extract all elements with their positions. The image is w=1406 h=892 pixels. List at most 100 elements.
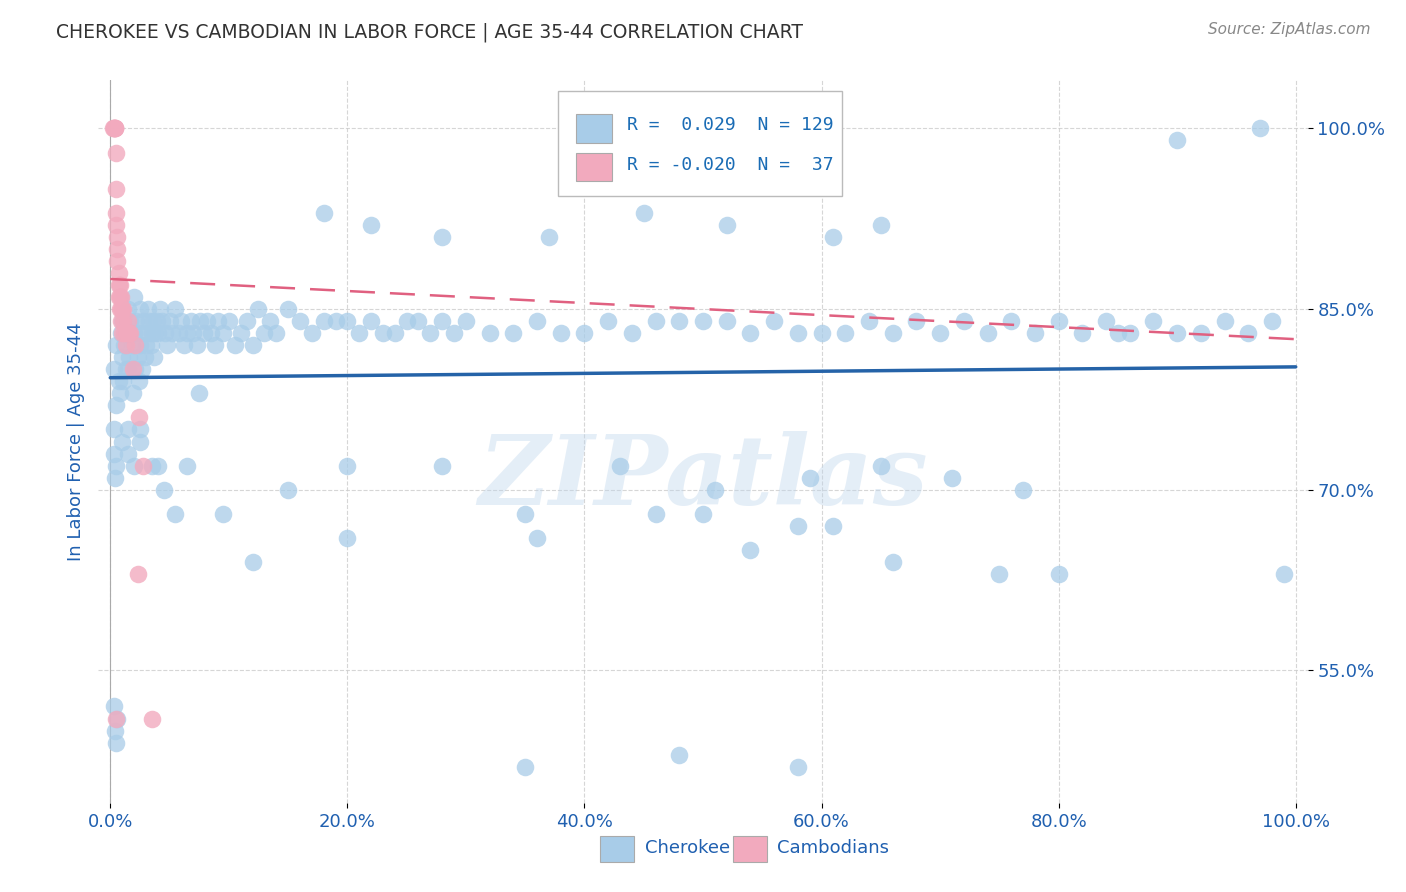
- Point: [384, 326, 406, 341]
- Point: [118, 326, 141, 341]
- Point: [200, 326, 222, 341]
- Point: [1213, 314, 1236, 328]
- Point: [105, 712, 128, 726]
- Point: [692, 507, 714, 521]
- Point: [1142, 314, 1164, 328]
- Point: [135, 338, 157, 352]
- Point: [740, 542, 762, 557]
- Point: [740, 326, 762, 341]
- Point: [799, 471, 821, 485]
- Point: [952, 314, 974, 328]
- Point: [167, 326, 190, 341]
- Point: [574, 326, 596, 341]
- Point: [128, 375, 150, 389]
- FancyBboxPatch shape: [600, 836, 634, 862]
- Point: [312, 205, 335, 219]
- Point: [105, 205, 128, 219]
- Point: [716, 218, 738, 232]
- Point: [104, 471, 127, 485]
- Point: [103, 121, 125, 136]
- Point: [108, 278, 131, 293]
- Point: [347, 326, 370, 341]
- Point: [253, 326, 276, 341]
- Point: [1166, 326, 1188, 341]
- Point: [312, 314, 335, 328]
- Point: [207, 314, 229, 328]
- Point: [763, 314, 786, 328]
- Point: [117, 447, 139, 461]
- Point: [1047, 567, 1070, 582]
- Point: [110, 326, 132, 341]
- Point: [515, 507, 537, 521]
- Point: [107, 375, 129, 389]
- Point: [176, 458, 198, 473]
- Point: [633, 205, 655, 219]
- Point: [141, 458, 163, 473]
- Point: [181, 326, 204, 341]
- Point: [128, 410, 150, 425]
- Point: [432, 458, 454, 473]
- Point: [117, 423, 139, 437]
- Text: ZIPatlas: ZIPatlas: [478, 431, 928, 524]
- Point: [104, 121, 127, 136]
- Point: [108, 290, 131, 304]
- Point: [432, 230, 454, 244]
- Point: [124, 362, 146, 376]
- Point: [111, 301, 134, 317]
- Point: [188, 386, 211, 401]
- Point: [941, 471, 963, 485]
- Point: [288, 314, 311, 328]
- Point: [118, 350, 141, 364]
- Point: [103, 699, 125, 714]
- Point: [112, 301, 135, 317]
- Point: [129, 326, 152, 341]
- Point: [264, 326, 287, 341]
- Point: [101, 121, 124, 136]
- Point: [117, 301, 139, 317]
- Point: [141, 712, 163, 726]
- Point: [1237, 326, 1260, 341]
- Point: [360, 218, 382, 232]
- Point: [336, 458, 359, 473]
- Point: [1024, 326, 1046, 341]
- Point: [1000, 314, 1022, 328]
- Point: [108, 301, 131, 317]
- Point: [325, 314, 347, 328]
- Point: [110, 314, 132, 328]
- Point: [104, 121, 127, 136]
- Point: [1261, 314, 1284, 328]
- FancyBboxPatch shape: [576, 114, 613, 143]
- Point: [212, 507, 235, 521]
- Point: [810, 326, 832, 341]
- Point: [336, 531, 359, 545]
- Point: [644, 314, 666, 328]
- Point: [1012, 483, 1035, 497]
- Point: [692, 314, 714, 328]
- Point: [114, 338, 136, 352]
- Point: [143, 350, 166, 364]
- Point: [127, 350, 149, 364]
- Point: [478, 326, 501, 341]
- Point: [127, 567, 149, 582]
- Point: [141, 326, 163, 341]
- Point: [129, 434, 152, 449]
- Point: [129, 338, 152, 352]
- Point: [105, 145, 128, 160]
- Point: [301, 326, 323, 341]
- Point: [121, 362, 143, 376]
- Point: [1047, 314, 1070, 328]
- Point: [170, 314, 193, 328]
- Point: [786, 326, 808, 341]
- Point: [152, 483, 174, 497]
- Point: [121, 338, 143, 352]
- Point: [371, 326, 394, 341]
- Point: [526, 314, 548, 328]
- Point: [823, 230, 845, 244]
- Point: [869, 458, 891, 473]
- Point: [165, 507, 187, 521]
- Point: [360, 314, 382, 328]
- Point: [277, 301, 299, 317]
- Point: [882, 555, 904, 569]
- Point: [173, 338, 195, 352]
- Point: [107, 266, 129, 280]
